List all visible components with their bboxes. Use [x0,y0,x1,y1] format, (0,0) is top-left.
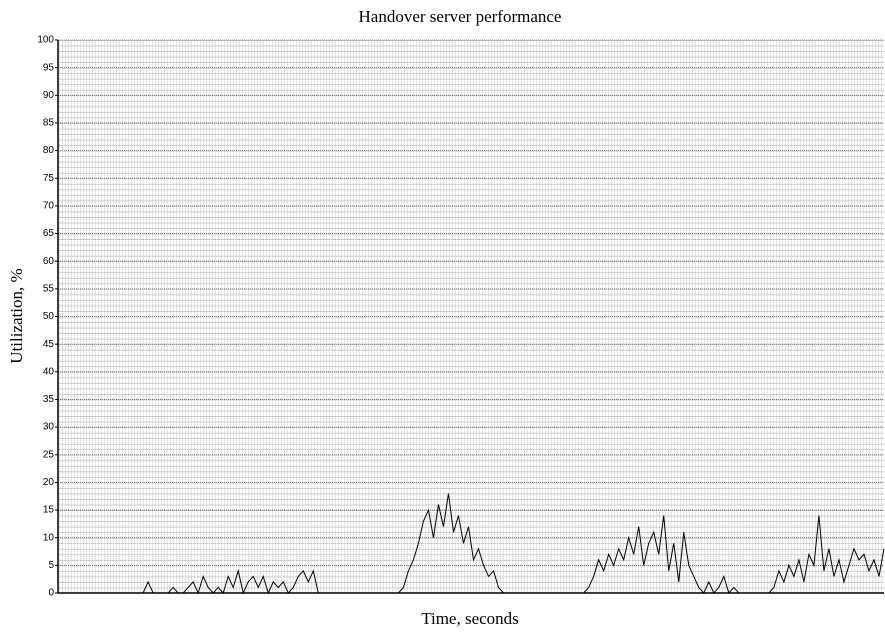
y-axis-label: Utilization, % [7,268,26,363]
y-tick-label: 0 [48,588,54,599]
y-tick-label: 80 [43,145,55,156]
y-tick-label: 55 [43,283,55,294]
y-tick-label: 15 [43,505,55,516]
y-tick-label: 10 [43,532,55,543]
y-tick-label: 20 [43,477,55,488]
y-tick-label: 35 [43,394,55,405]
y-tick-label: 100 [37,35,54,46]
y-tick-label: 50 [43,311,55,322]
y-tick-label: 60 [43,256,55,267]
y-tick-label: 25 [43,449,55,460]
y-tick-label: 95 [43,62,55,73]
y-tick-label: 85 [43,118,55,129]
y-tick-label: 5 [48,560,54,571]
y-tick-label: 70 [43,201,55,212]
y-tick-label: 45 [43,339,55,350]
y-tick-label: 75 [43,173,55,184]
y-tick-label: 40 [43,366,55,377]
y-tick-label: 30 [43,422,55,433]
x-axis-label: Time, seconds [421,609,519,628]
y-tick-label: 65 [43,228,55,239]
chart-title: Handover server performance [359,7,562,26]
y-tick-label: 90 [43,90,55,101]
